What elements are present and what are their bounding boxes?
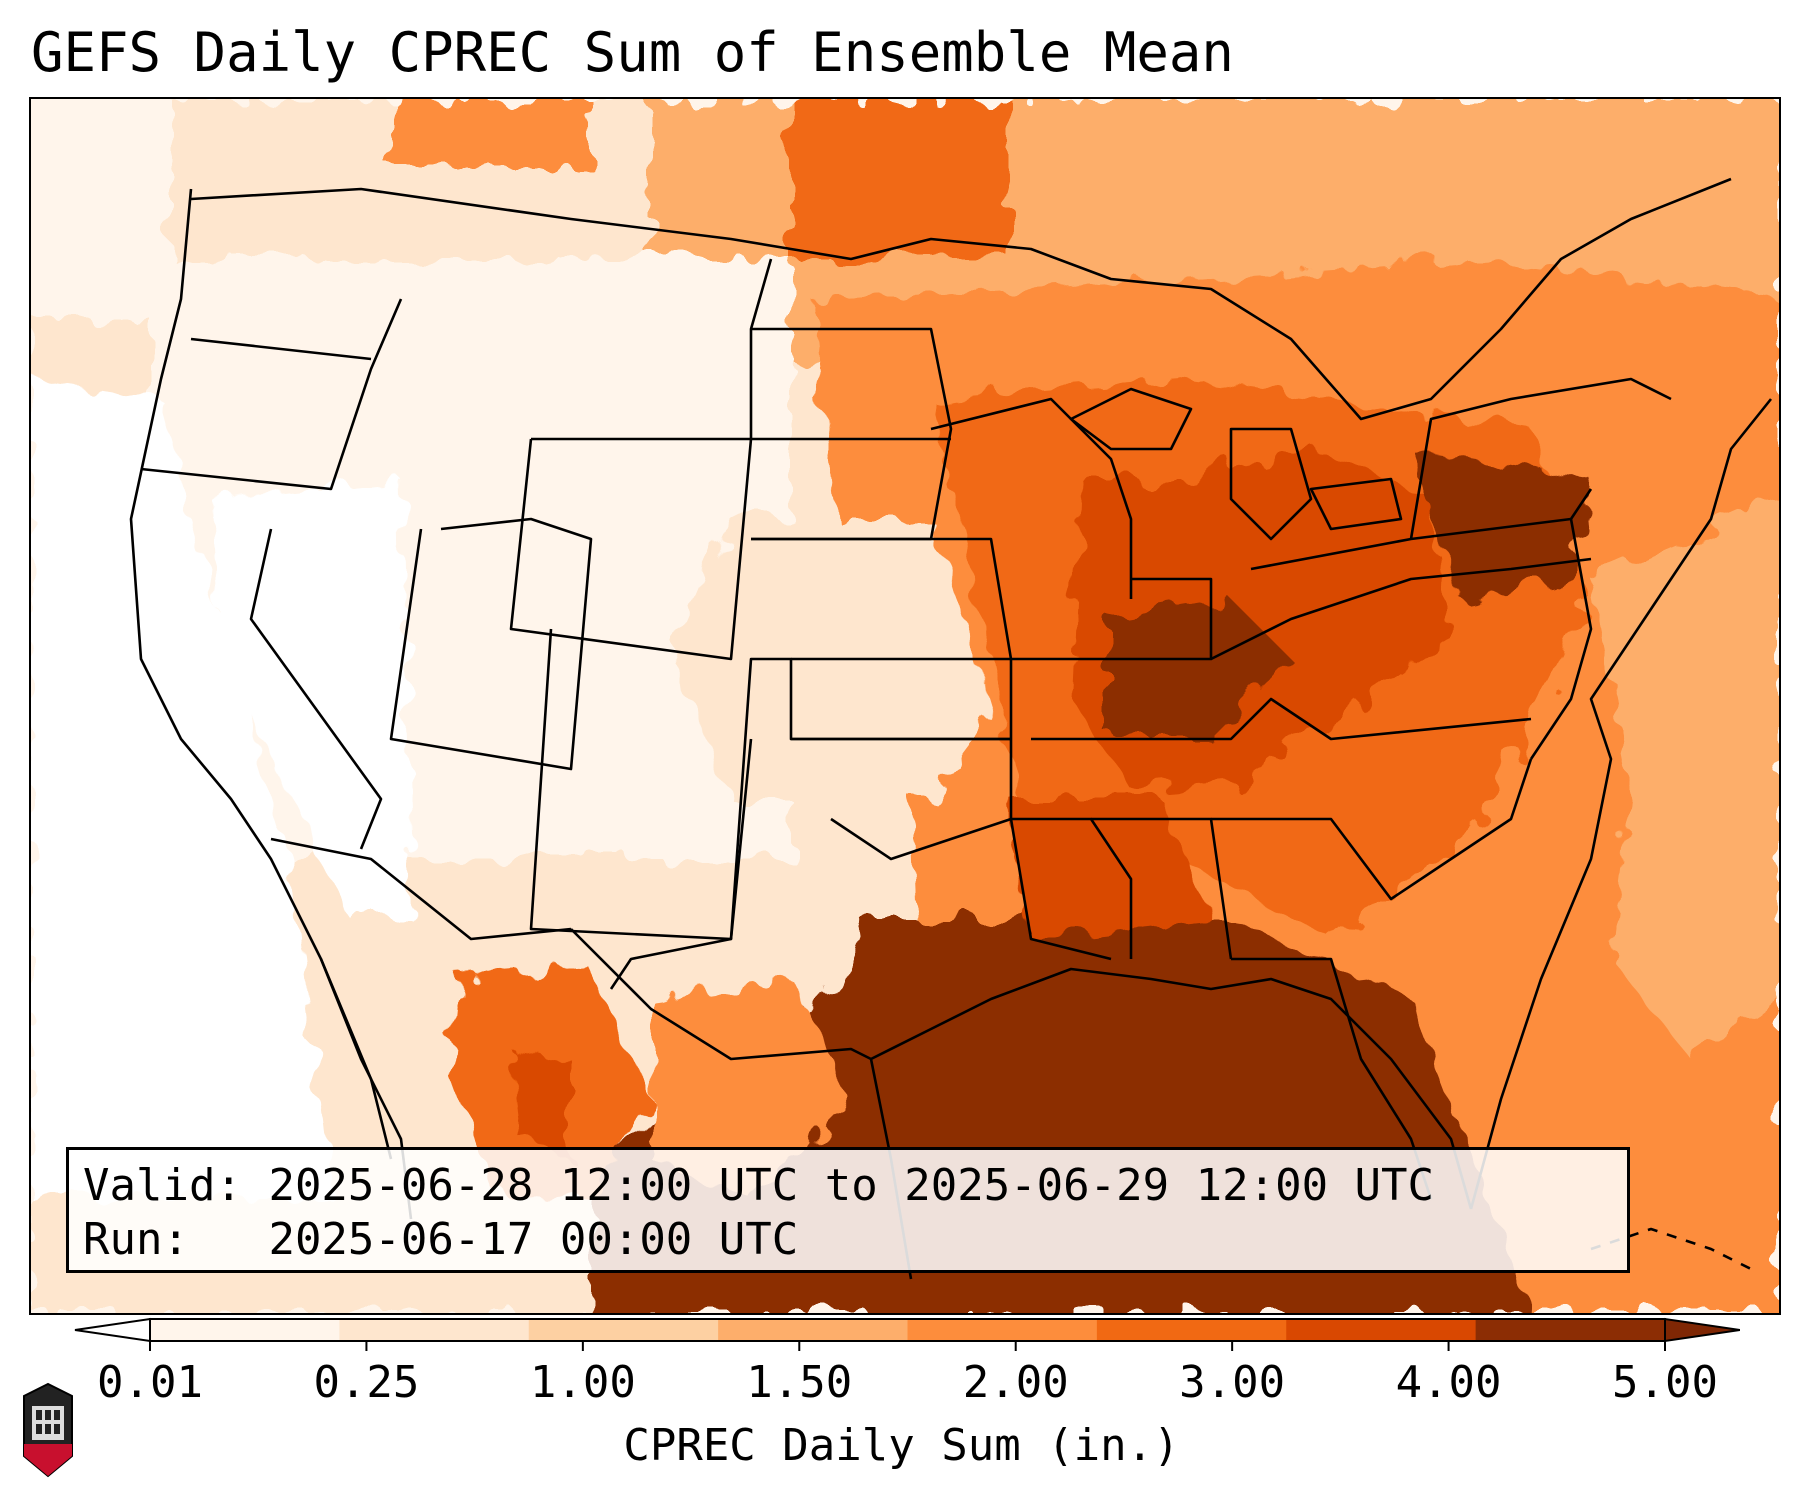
map-title: GEFS Daily CPREC Sum of Ensemble Mean: [31, 21, 1234, 84]
valid-value: 2025-06-28 12:00 UTC to 2025-06-29 12:00…: [268, 1160, 1435, 1211]
colorbar-segment: [1096, 1319, 1287, 1341]
niu-logo: [23, 1382, 73, 1478]
state-borders: [129, 177, 1773, 1280]
run-row: Run: 2025-06-17 00:00 UTC: [83, 1213, 1627, 1267]
colorbar-tick-label: 0.01: [97, 1357, 203, 1408]
map-panel: [29, 97, 1781, 1315]
precipitation-field: [31, 99, 1779, 1313]
colorbar-tick-label: 4.00: [1395, 1357, 1502, 1408]
colorbar-under-arrow: [74, 1317, 151, 1343]
colorbar-label: CPREC Daily Sum (in.): [623, 1420, 1180, 1471]
colorbar-segment: [339, 1319, 530, 1341]
valid-label: Valid:: [83, 1160, 242, 1211]
precipitation-map: [31, 99, 1779, 1313]
colorbar-segment: [150, 1319, 340, 1341]
colorbar-tick-label: 3.00: [1179, 1357, 1286, 1408]
colorbar-tick-label: 1.00: [529, 1357, 636, 1408]
colorbar-tick-label: 2.00: [962, 1357, 1069, 1408]
colorbar-over-arrow: [1664, 1317, 1740, 1343]
colorbar: [74, 1317, 1740, 1351]
run-label: Run:: [83, 1214, 189, 1265]
colorbar-tick-label: 5.00: [1612, 1357, 1718, 1408]
colorbar-segment: [718, 1319, 908, 1341]
colorbar-segment: [907, 1319, 1098, 1341]
valid-row: Valid: 2025-06-28 12:00 UTC to 2025-06-2…: [83, 1159, 1627, 1213]
run-info-box: Valid: 2025-06-28 12:00 UTC to 2025-06-2…: [66, 1147, 1630, 1273]
colorbar-segment: [1286, 1319, 1477, 1341]
colorbar-segment: [528, 1319, 719, 1341]
colorbar-tick-label: 1.50: [746, 1357, 853, 1408]
colorbar-tick-label: 0.25: [313, 1357, 420, 1408]
colorbar-segment: [1475, 1319, 1666, 1341]
colorbar-outline: [149, 1318, 1666, 1342]
run-value: 2025-06-17 00:00 UTC: [268, 1214, 799, 1265]
